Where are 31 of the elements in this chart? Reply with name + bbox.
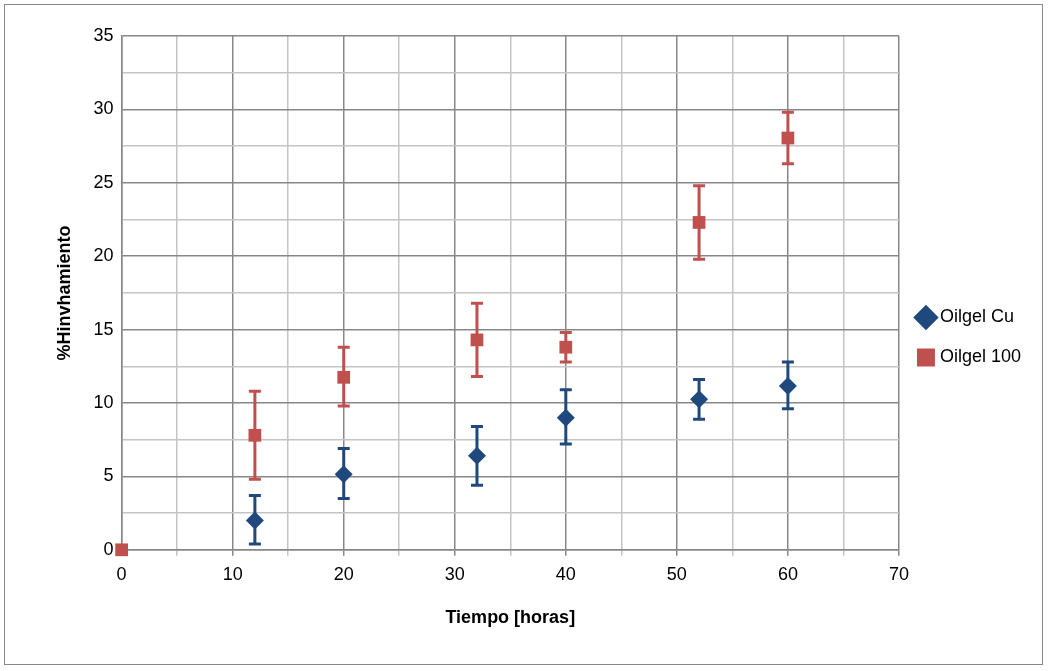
legend-label: Oilgel Cu <box>939 306 1014 327</box>
point <box>778 377 797 396</box>
y-tick-label: 10 <box>93 391 114 412</box>
x-tick-label: 20 <box>333 563 354 584</box>
point <box>115 543 128 557</box>
x-tick-label: 0 <box>116 563 127 584</box>
point <box>334 465 353 484</box>
y-tick-label: 20 <box>93 245 114 266</box>
y-tick-label: 15 <box>93 318 114 339</box>
x-tick-label: 10 <box>222 563 243 584</box>
point <box>556 408 575 427</box>
point <box>248 428 262 442</box>
point <box>467 446 486 465</box>
y-axis-title: %Hinvhamiento <box>53 225 74 361</box>
x-tick-label: 60 <box>777 563 798 584</box>
y-tick-label: 0 <box>103 538 114 559</box>
x-tick-label: 30 <box>444 563 465 584</box>
x-axis-title: Tiempo [horas] <box>445 607 576 628</box>
legend-label: Oilgel 100 <box>939 346 1022 367</box>
x-tick-label: 50 <box>666 563 687 584</box>
y-tick-label: 25 <box>93 171 114 192</box>
point <box>690 390 709 409</box>
y-tick-label: 30 <box>93 98 114 119</box>
point <box>559 340 573 354</box>
x-tick-label: 40 <box>555 563 576 584</box>
y-tick-label: 5 <box>103 465 114 486</box>
x-tick-label: 70 <box>888 563 909 584</box>
point <box>337 370 351 384</box>
point <box>692 216 706 229</box>
y-tick-label: 35 <box>93 24 114 45</box>
point <box>245 511 264 530</box>
